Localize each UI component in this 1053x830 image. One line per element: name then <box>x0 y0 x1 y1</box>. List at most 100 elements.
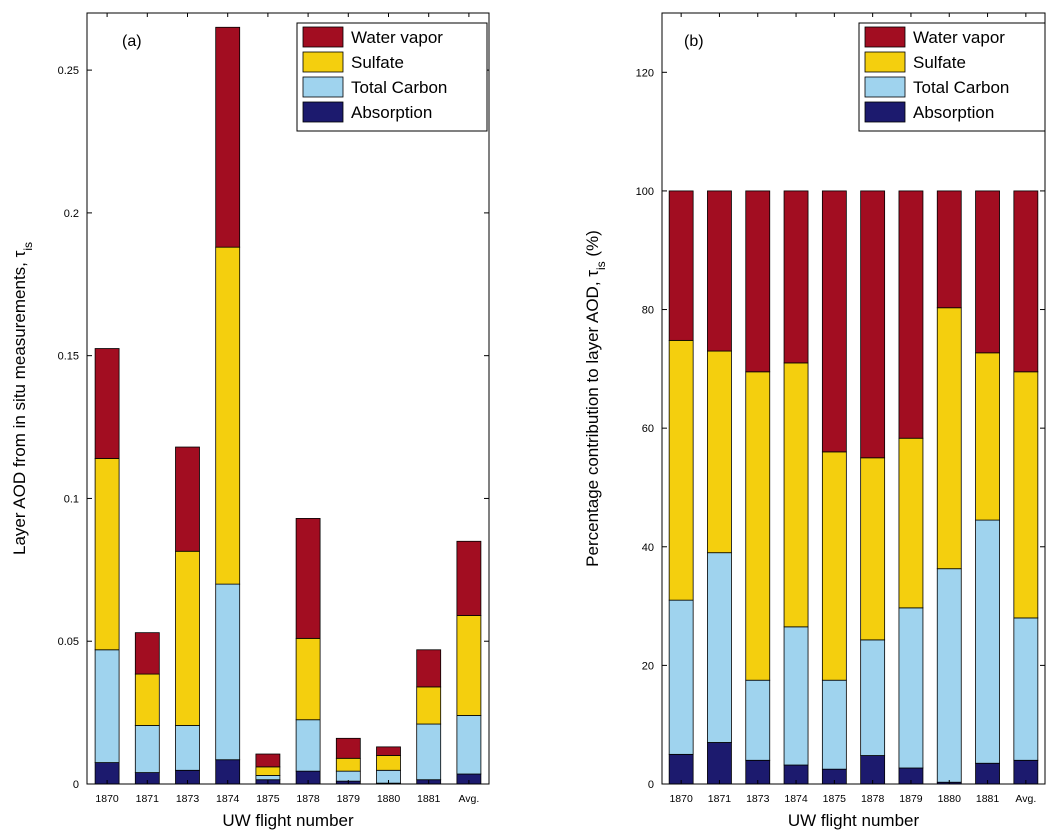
bar-water-vapor-1874 <box>783 190 809 364</box>
bar-sulfate-Avg <box>1013 371 1039 619</box>
bar-sulfate-1871 <box>707 350 732 554</box>
bar-water-vapor-1870 <box>668 190 694 341</box>
x-tick-label: 1878 <box>296 793 320 805</box>
y-tick-label: 20 <box>642 660 654 672</box>
y-tick-label: 0.2 <box>64 208 79 220</box>
bar-absorption-1874 <box>215 759 241 785</box>
bar-water-vapor-1873 <box>175 446 200 552</box>
bar-sulfate-1880 <box>936 307 962 570</box>
y-tick-label: 0 <box>73 779 79 791</box>
bar-sulfate-1879 <box>898 437 924 609</box>
bar-water-vapor-Avg <box>1013 190 1039 373</box>
bar-sulfate-1880 <box>376 755 401 771</box>
bar-absorption-1878 <box>860 755 886 785</box>
y-tick-label: 0.1 <box>64 493 79 505</box>
legend: Water vapor Sulfate Total Carbon Absorption <box>296 22 488 132</box>
x-tick-label: 1875 <box>256 793 280 805</box>
bar-water-vapor-Avg <box>456 540 482 616</box>
x-tick-label: 1881 <box>417 793 441 805</box>
bar-total-carbon-1874 <box>783 626 809 766</box>
bar-water-vapor-1871 <box>707 190 732 352</box>
bar-sulfate-1881 <box>416 686 442 725</box>
bar-total-carbon-Avg <box>1013 617 1039 761</box>
y-tick-label: 120 <box>636 67 654 79</box>
bar-water-vapor-1870 <box>94 348 120 459</box>
bar-water-vapor-1871 <box>134 632 160 675</box>
legend-label-absorption: Absorption <box>351 103 432 122</box>
bar-total-carbon-1875 <box>255 775 281 781</box>
legend-swatch-sulfate <box>302 51 344 73</box>
x-tick-label: 1878 <box>861 793 885 805</box>
y-tick-label: 0.25 <box>58 65 79 77</box>
bar-total-carbon-1881 <box>975 519 1000 764</box>
bar-water-vapor-1881 <box>416 649 442 688</box>
y-tick-label: 0 <box>648 779 654 791</box>
legend-label-water-vapor: Water vapor <box>351 28 443 47</box>
y-tick-label: 0.15 <box>58 351 79 363</box>
bar-water-vapor-1874 <box>215 26 241 248</box>
y-tick-label: 40 <box>642 542 654 554</box>
legend-swatch-absorption <box>864 101 906 123</box>
bar-total-carbon-1878 <box>295 719 321 772</box>
axes-frame <box>86 12 490 785</box>
x-tick-label: 1871 <box>136 793 160 805</box>
x-tick-label: Avg. <box>1015 793 1036 805</box>
bar-sulfate-1879 <box>335 757 361 772</box>
bar-sulfate-1875 <box>255 766 281 776</box>
legend-label-total-carbon: Total Carbon <box>351 78 447 97</box>
bar-absorption-1870 <box>668 753 694 785</box>
bar-total-carbon-1870 <box>668 599 694 755</box>
bar-total-carbon-Avg <box>456 715 482 775</box>
bar-water-vapor-1875 <box>821 190 847 453</box>
bar-sulfate-1871 <box>134 673 160 726</box>
x-tick-label: 1873 <box>746 793 770 805</box>
legend-swatch-total-carbon <box>302 76 344 98</box>
bar-sulfate-1870 <box>94 458 120 651</box>
bar-total-carbon-1879 <box>335 770 361 782</box>
bar-total-carbon-1870 <box>94 649 120 763</box>
x-tick-label: 1870 <box>95 793 119 805</box>
bar-water-vapor-1873 <box>745 190 771 373</box>
bar-water-vapor-1880 <box>376 746 401 756</box>
bar-water-vapor-1878 <box>860 190 886 459</box>
x-tick-label: 1874 <box>216 793 240 805</box>
y-tick-label: 80 <box>642 305 654 317</box>
bar-sulfate-1874 <box>783 362 809 628</box>
y-tick-label: 100 <box>636 186 654 198</box>
bar-total-carbon-1879 <box>898 607 924 769</box>
x-axis-label: UW flight number <box>788 811 920 830</box>
bar-water-vapor-1879 <box>898 190 924 439</box>
legend-label-water-vapor: Water vapor <box>913 28 1005 47</box>
bar-sulfate-1878 <box>295 637 321 721</box>
legend-swatch-sulfate <box>864 51 906 73</box>
x-tick-label: 1881 <box>976 793 1000 805</box>
bar-sulfate-1873 <box>175 550 200 726</box>
legend-label-sulfate: Sulfate <box>913 53 966 72</box>
x-tick-label: 1870 <box>669 793 693 805</box>
y-tick-label: 60 <box>642 423 654 435</box>
bar-water-vapor-1880 <box>936 190 962 309</box>
bar-water-vapor-1875 <box>255 753 281 768</box>
bar-total-carbon-1874 <box>215 583 241 761</box>
chart-panel-a: 1870 1871 1873 1874 1875 1878 1879 1880 1881 Avg.… <box>10 12 490 830</box>
legend-label-total-carbon: Total Carbon <box>913 78 1009 97</box>
bar-total-carbon-1880 <box>936 568 962 783</box>
bar-sulfate-1870 <box>668 339 694 601</box>
bar-sulfate-1881 <box>975 352 1000 521</box>
axes-frame <box>661 12 1046 785</box>
bar-water-vapor-1879 <box>335 737 361 759</box>
bar-absorption-1871 <box>707 742 732 785</box>
bar-total-carbon-1873 <box>175 725 200 771</box>
y-tick-label: 0.05 <box>58 636 79 648</box>
panel-label: (a) <box>122 33 142 50</box>
bar-water-vapor-1878 <box>295 518 321 639</box>
chart-panel-b: 1870 1871 1873 1874 1875 1878 1879 1880 1881 Avg.… <box>583 12 1046 830</box>
x-tick-label: 1873 <box>176 793 200 805</box>
x-axis-label: UW flight number <box>222 811 354 830</box>
legend-swatch-water-vapor <box>864 26 906 48</box>
bar-total-carbon-1873 <box>745 679 771 761</box>
bar-water-vapor-1881 <box>975 190 1000 354</box>
bar-sulfate-1874 <box>215 246 241 585</box>
bar-sulfate-1875 <box>821 451 847 681</box>
x-tick-label: 1880 <box>377 793 401 805</box>
